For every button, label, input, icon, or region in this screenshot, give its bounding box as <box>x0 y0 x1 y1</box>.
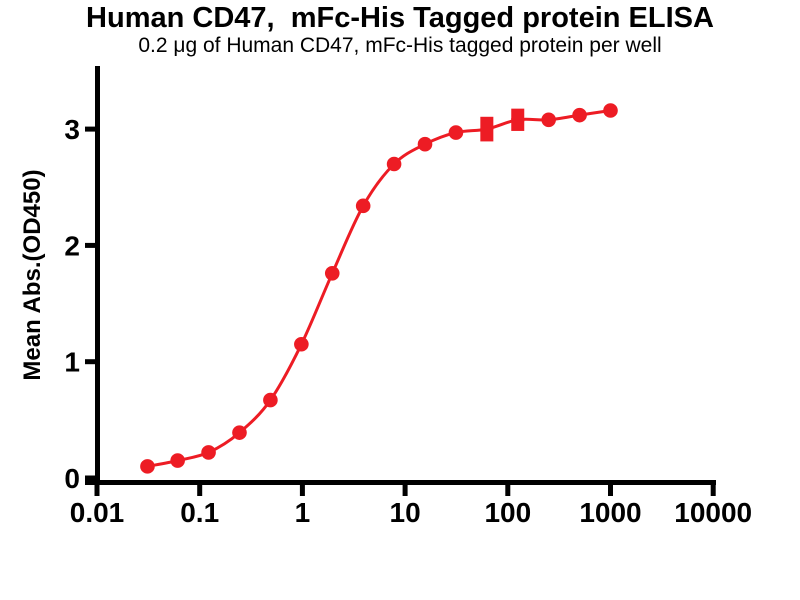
y-tick <box>85 242 95 248</box>
dose-response-curve <box>147 109 611 468</box>
x-tick <box>608 485 613 496</box>
data-point-circle <box>263 392 278 408</box>
data-point-circle <box>572 107 587 123</box>
x-tick <box>402 485 408 496</box>
x-tick-label: 100 <box>484 497 531 528</box>
data-point-circle <box>603 103 618 118</box>
y-tick-label: 1 <box>64 347 80 378</box>
data-point-circle <box>201 445 216 460</box>
y-tick-label: 3 <box>64 114 80 145</box>
y-tick <box>85 475 95 481</box>
y-tick <box>85 359 95 365</box>
data-point-circle <box>294 336 309 352</box>
x-tick <box>505 485 511 496</box>
x-tick-label: 10 <box>390 497 421 528</box>
data-point-circle <box>448 125 464 140</box>
x-tick <box>94 485 100 496</box>
data-point-circle <box>355 198 371 214</box>
x-tick-label: 1 <box>295 497 311 528</box>
y-tick <box>85 126 95 132</box>
x-tick-label: 10000 <box>674 497 752 528</box>
x-tick <box>299 485 305 496</box>
data-point-circle <box>386 156 402 172</box>
x-tick-label: 0.1 <box>180 497 219 528</box>
data-point-square <box>480 128 494 142</box>
x-axis-label: Anti-CD47 (Neutralizing antibody clone H… <box>3 540 800 600</box>
data-point-circle <box>170 453 185 468</box>
data-point-square <box>480 116 494 130</box>
y-tick-label: 0 <box>64 463 80 494</box>
y-axis-line <box>95 66 100 485</box>
x-tick <box>197 485 203 496</box>
chart-title: Human CD47, mFc-His Tagged protein ELISA <box>86 2 714 34</box>
chart-subtitle: 0.2 μg of Human CD47, mFc-His tagged pro… <box>138 34 662 57</box>
y-tick-label: 2 <box>64 230 80 261</box>
x-tick-label: 0.01 <box>70 497 125 528</box>
data-point-circle <box>541 112 556 128</box>
data-point-circle <box>324 266 340 281</box>
data-point-circle <box>140 459 155 474</box>
x-tick-label: 1000 <box>579 497 641 528</box>
data-point-circle <box>232 425 247 440</box>
x-tick <box>710 485 716 496</box>
x-axis-line <box>85 480 716 485</box>
data-point-circle <box>417 136 433 152</box>
data-point-square <box>511 108 525 122</box>
